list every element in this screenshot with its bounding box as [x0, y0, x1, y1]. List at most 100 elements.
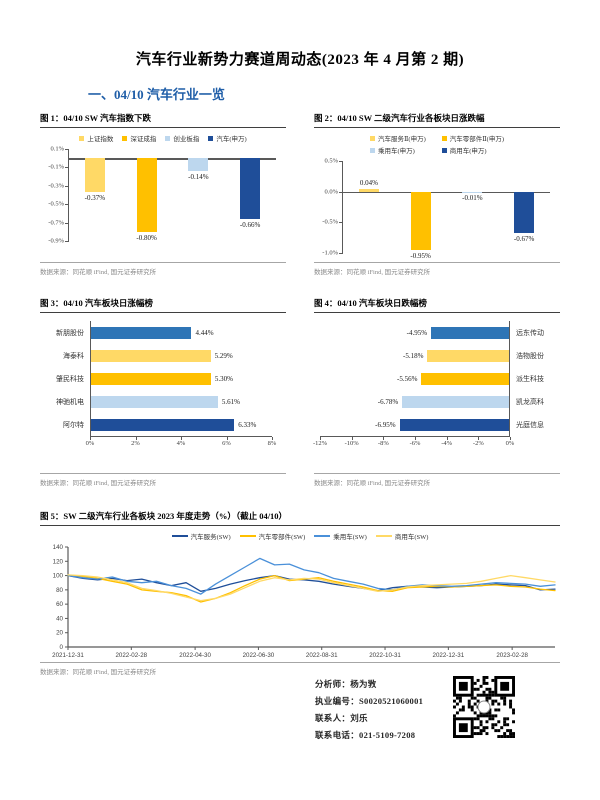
x-tick-label: -2%	[472, 440, 484, 447]
figure-5-chart: 汽车服务(SW) 汽车零部件(SW) 乘用车(SW) 商用车(SW) 0 20 40 60 80…	[40, 526, 560, 660]
bar	[399, 418, 509, 431]
legend-label: 汽车服务(SW)	[190, 534, 231, 541]
analyst-name: 杨为敩	[350, 679, 377, 689]
legend-swatch	[441, 135, 447, 141]
legend-swatch	[171, 535, 188, 537]
x-tick-mark	[415, 437, 416, 440]
license-line: 执业编号：S0020521060001	[315, 695, 423, 707]
figure-3-title: 图 3：04/10 汽车板块日涨幅榜	[40, 298, 153, 308]
chart-rule	[40, 262, 286, 263]
legend-swatch	[165, 135, 171, 141]
figure-1-chart: 上证指数 深证成指 创业板指 汽车(申万) 0.1% -0.1% -0.3% -0.5% -0.…	[40, 128, 286, 260]
plot-area: 0.1% -0.1% -0.3% -0.5% -0.7% -0.9% -0.37% -0.80…	[40, 146, 286, 245]
chart-legend: 上证指数 深证成指 创业板指 汽车(申万)	[40, 128, 286, 145]
bar	[91, 418, 235, 431]
analyst-line: 分析师：杨为敩	[315, 678, 423, 690]
y-tick-label: -0.1%	[48, 163, 64, 171]
category-label: 凯龙高科	[516, 397, 544, 406]
y-tick-label: -0.5%	[48, 200, 64, 208]
legend-item: 汽车服务(SW)	[171, 531, 231, 541]
chart-rule	[40, 662, 560, 663]
x-tick-label: -6%	[409, 440, 421, 447]
legend-swatch	[314, 535, 331, 537]
plot-area: 新朋股份 海泰科 肇民科技 神驰机电 阿尔特 4.44% 5.29% 5.30% 5.61% 6.…	[40, 321, 286, 449]
figure-5-source: 数据来源：同花顺 iFind, 国元证券研究所	[40, 669, 157, 676]
x-tick-mark	[272, 437, 273, 440]
bar-value-label: 5.29%	[214, 351, 233, 360]
x-tick-label: -4%	[441, 440, 453, 447]
figure-4-chart: -4.95% -5.18% -5.56% -6.78% -6.95% 远东传动 浩物股份 派生…	[313, 321, 560, 471]
legend-swatch	[79, 135, 85, 141]
figure-2-source: 数据来源：同花顺 iFind, 国元证券研究所	[314, 269, 431, 276]
plot: -0.37% -0.80% -0.14% -0.66%	[65, 149, 276, 242]
bar-value-label: -0.01%	[462, 194, 483, 203]
contact-name: 刘乐	[350, 713, 368, 723]
figure-1-title: 图 1：04/10 SW 汽车指数下跌	[40, 113, 152, 123]
y-tick-label: 140	[53, 544, 64, 551]
figure-1: 图 1：04/10 SW 汽车指数下跌 上证指数 深证成指 创业板指 汽车(申万) 0.…	[40, 112, 286, 276]
x-tick-mark	[351, 437, 353, 440]
line-chart-canvas: 0 20 40 60 80 100 120 140 2021-12-31 2022-02-28 20…	[52, 544, 556, 659]
chart-rule	[314, 262, 560, 263]
x-tick-label: 2022-10-31	[369, 652, 401, 659]
figure-2: 图 2：04/10 SW 二级汽车行业各板块日涨跌幅 汽车服务Ⅱ(申万) 汽车零部…	[314, 112, 560, 276]
x-tick-mark	[478, 437, 480, 440]
x-axis-labels: 0% 2% 4% 6% 8%	[86, 437, 276, 449]
x-tick-label: 2022-06-30	[243, 652, 275, 659]
x-tick-mark	[320, 437, 321, 440]
figure-5: 图 5：SW 二级汽车行业各板块 2023 年度走势（%）（截止 04/10） …	[40, 510, 560, 676]
legend-swatch	[370, 135, 375, 141]
y-tick-mark	[65, 241, 69, 242]
x-tick-label: 6%	[222, 440, 231, 447]
x-tick-mark	[383, 437, 385, 440]
legend-label: 汽车服务Ⅱ(申万)	[378, 136, 426, 143]
bar-value-label: -0.95%	[410, 251, 431, 260]
category-label: 远东传动	[516, 328, 544, 337]
bar	[431, 326, 509, 339]
category-label: 浩物股份	[516, 351, 544, 360]
x-tick-label: 2022-12-31	[433, 652, 465, 659]
bar	[188, 158, 209, 172]
x-tick-label: 2021-12-31	[52, 652, 84, 659]
legend-item: 深证成指	[122, 133, 156, 143]
figure-3-source: 数据来源：同花顺 iFind, 国元证券研究所	[40, 480, 157, 487]
legend-swatch	[208, 135, 214, 141]
y-tick-label: 0.5%	[324, 157, 338, 165]
phone-number: 021-5109-7208	[359, 730, 416, 740]
legend-item: 汽车服务Ⅱ(申万)	[370, 133, 426, 143]
x-tick-mark	[446, 437, 448, 440]
bar-value-label: -5.18%	[403, 351, 424, 360]
x-axis-labels: -12% -10% -8% -6% -4% -2% 0%	[313, 437, 514, 449]
zero-axis-line	[343, 191, 550, 194]
plot-area: -4.95% -5.18% -5.56% -6.78% -6.95% 远东传动 浩物股份 派生…	[313, 321, 560, 449]
bar	[421, 372, 509, 385]
y-tick-label: -0.3%	[48, 182, 64, 190]
series-line	[67, 574, 556, 602]
bar-value-label: -0.14%	[188, 173, 209, 182]
x-axis-spacer	[510, 437, 560, 449]
y-tick-mark	[339, 222, 343, 224]
y-tick-label: -0.5%	[322, 218, 338, 226]
bar-value-label: 0.04%	[359, 179, 378, 188]
bar	[91, 326, 192, 339]
bar-value-label: -6.95%	[375, 420, 396, 429]
phone-line: 联系电话：021-5109-7208	[315, 729, 423, 741]
y-tick-mark	[65, 185, 69, 187]
analyst-label: 分析师：	[315, 679, 351, 689]
chart-rule	[40, 473, 286, 474]
bar	[410, 191, 431, 250]
legend-item: 乘用车(申万)	[370, 145, 426, 155]
legend-label: 商用车(SW)	[394, 534, 429, 541]
license-label: 执业编号：	[315, 696, 360, 706]
bar-value-label: -0.80%	[136, 233, 157, 242]
bar-value-label: 4.44%	[195, 328, 214, 337]
bar-value-label: 5.30%	[214, 374, 233, 383]
bar	[91, 349, 211, 362]
legend-item: 乘用车(SW)	[314, 531, 367, 541]
bar-value-label: -6.78%	[377, 397, 399, 406]
y-tick-mark	[339, 191, 343, 193]
bar	[402, 395, 509, 408]
legend-label: 汽车零部件(SW)	[258, 534, 306, 541]
y-tick-mark	[65, 167, 69, 169]
